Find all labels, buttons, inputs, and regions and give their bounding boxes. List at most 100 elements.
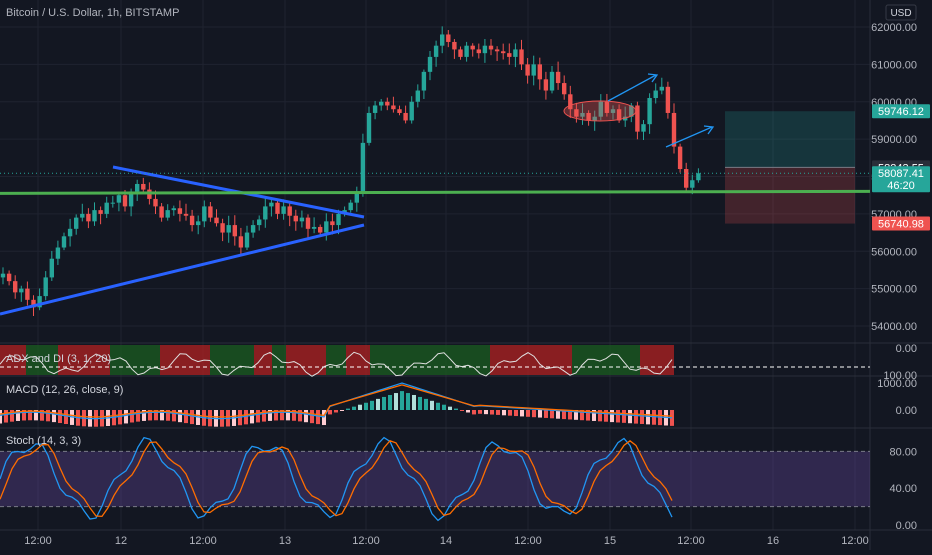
stoch-tick-label: 80.00 [889, 446, 917, 458]
macd-histogram-bar [472, 410, 476, 415]
stoch-title: Stoch (14, 3, 3) [6, 435, 81, 447]
candle-body [122, 195, 128, 207]
candle-body [476, 49, 481, 54]
price-tick-label: 59000.00 [871, 134, 917, 146]
adx-background-segment [160, 345, 210, 375]
macd-histogram-bar [178, 410, 182, 423]
macd-histogram-bar [574, 410, 578, 420]
candle-body [391, 105, 396, 110]
macd-histogram-bar [544, 410, 548, 418]
macd-histogram-bar [292, 410, 296, 421]
time-tick-label: 13 [279, 535, 291, 547]
time-axis[interactable]: 12:00 12 12:00 13 12:00 14 12:00 15 12:00 16 12:00 [24, 535, 869, 547]
candle-body [488, 45, 494, 50]
stoch-band [0, 451, 870, 507]
macd-histogram-bar [40, 410, 44, 421]
candle-body [226, 225, 231, 233]
candle-body [177, 208, 183, 214]
time-tick-label: 12:00 [514, 535, 542, 547]
price-badge-label-target: 59746.12 [878, 106, 924, 118]
candle-body [501, 51, 506, 54]
stoch-tick-label: 40.00 [889, 483, 917, 495]
candle-body [37, 296, 42, 308]
candle-body [336, 213, 341, 226]
macd-histogram-bar [340, 410, 344, 411]
countdown-label: 46:20 [887, 180, 915, 192]
macd-histogram-bar [250, 410, 254, 424]
stoch-d-line [0, 439, 673, 518]
symbol-title: Bitcoin / U.S. Dollar, 1h, BITSTAMP [6, 7, 179, 19]
macd-histogram-bar [58, 410, 62, 424]
candle-body [80, 213, 85, 218]
time-tick-label: 12:00 [189, 535, 217, 547]
candle-body [586, 112, 591, 121]
candle-body [379, 101, 384, 106]
candle-body [629, 105, 634, 117]
adx-title: ADX and DI (3, 1, 20) [6, 353, 111, 365]
highlight-ellipse [563, 100, 637, 122]
macd-histogram-bar [328, 410, 332, 415]
candle-body [324, 221, 329, 233]
time-tick-label: 12:00 [352, 535, 380, 547]
candle-body [214, 217, 219, 224]
candle-body [665, 86, 671, 113]
candle-body [574, 109, 579, 117]
price-badge-last [872, 166, 930, 193]
currency-box[interactable] [885, 4, 917, 21]
candle-body [671, 112, 677, 147]
candle-body [49, 258, 54, 278]
macd-histogram-bar [34, 410, 38, 421]
macd-histogram-bar [406, 393, 410, 410]
macd-histogram-bar [244, 410, 248, 425]
macd-histogram-bar [382, 396, 386, 410]
adx-background-segment [254, 345, 272, 375]
candle-body [543, 79, 549, 91]
candle-body [159, 206, 164, 218]
price-badge-label-stop: 56740.98 [878, 219, 924, 231]
candle-body [189, 215, 195, 226]
candle-body [440, 34, 445, 46]
candle-body [281, 206, 286, 214]
adx-line [0, 351, 673, 377]
adx-background-segment [210, 345, 254, 375]
time-tick-label: 12:00 [841, 535, 869, 547]
candle-body [263, 206, 268, 220]
candle-body [202, 206, 207, 222]
candle-body [19, 288, 24, 293]
macd-histogram-bar [550, 410, 554, 419]
price-axis[interactable]: 54000.0055000.0056000.0057000.0058000.00… [871, 22, 930, 532]
macd-histogram-bar [388, 394, 392, 410]
candle-body [74, 217, 79, 229]
macd-histogram-bar [514, 410, 518, 417]
candle-body [171, 208, 176, 211]
macd-histogram-bar [508, 410, 512, 416]
macd-histogram-bar [598, 410, 602, 422]
candle-body [250, 225, 256, 233]
candle-body [549, 71, 555, 91]
macd-histogram-bar [616, 410, 620, 423]
macd-histogram-bar [304, 410, 308, 423]
support-line [0, 189, 871, 195]
time-tick-label: 16 [767, 535, 779, 547]
candle-body [415, 90, 420, 102]
macd-histogram-bar [154, 410, 158, 421]
candle-body [403, 112, 408, 121]
macd-histogram-bar [424, 398, 428, 410]
price-badge-stop [872, 216, 930, 231]
candle-body [635, 105, 640, 132]
candle-body [641, 124, 646, 132]
candle-body [562, 83, 567, 95]
candle-body [452, 41, 457, 50]
macd-histogram-bar [640, 410, 644, 424]
candle-body [220, 223, 225, 233]
candle-body [372, 105, 378, 113]
candle-body [482, 45, 488, 54]
candle-body [568, 94, 573, 110]
candle-body [238, 236, 244, 248]
candle-body [537, 64, 542, 80]
candle-body [458, 49, 463, 57]
price-tick-label: 54000.00 [871, 321, 917, 333]
candle-body [531, 64, 536, 76]
adx-background-segment [58, 345, 110, 375]
